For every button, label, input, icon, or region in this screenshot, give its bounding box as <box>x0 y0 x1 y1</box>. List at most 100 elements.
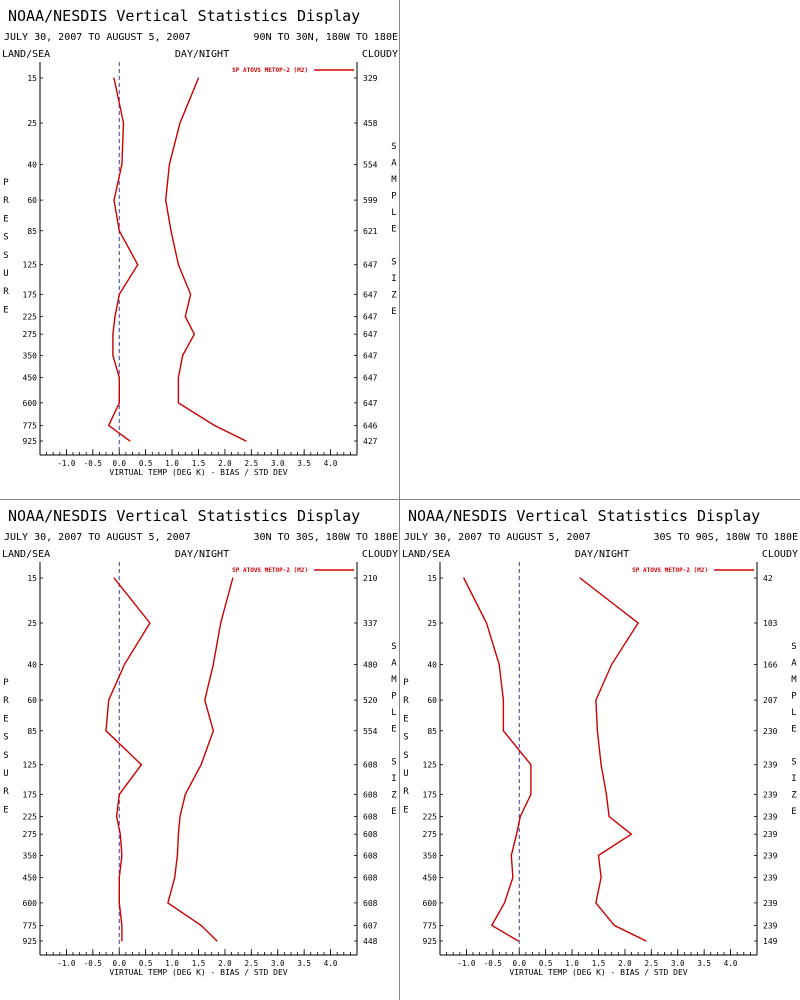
sample-size-label: 458 <box>363 119 378 128</box>
x-tick-label: 0.5 <box>139 459 153 468</box>
x-tick-label: 0.0 <box>112 959 126 968</box>
data-point-std-dev <box>232 577 234 579</box>
data-point-std-dev <box>212 663 214 665</box>
sample-size-label: 647 <box>363 399 378 408</box>
series-line-bias <box>463 577 532 942</box>
pressure-label: 450 <box>423 874 438 883</box>
date-range: JULY 30, 2007 TO AUGUST 5, 2007 <box>4 32 191 43</box>
pressure-axis-letter: S <box>3 751 8 761</box>
pressure-axis-letter: U <box>3 269 8 279</box>
x-tick-label: 2.0 <box>218 459 232 468</box>
data-point-std-dev <box>184 793 186 795</box>
sample-size-axis-letter: M <box>391 175 397 185</box>
sample-size-label: 166 <box>763 660 778 669</box>
data-point-std-dev <box>184 315 186 318</box>
data-point-std-dev <box>193 333 195 335</box>
sample-size-axis-letter: E <box>391 225 396 235</box>
data-point-bias <box>123 663 126 665</box>
pressure-label: 925 <box>23 937 38 946</box>
sample-size-label: 621 <box>363 227 378 236</box>
sample-size-label: 239 <box>763 761 778 770</box>
sample-size-axis-letter: E <box>391 307 396 317</box>
vertical-divider <box>399 0 400 1000</box>
sample-size-label: 554 <box>363 727 378 736</box>
data-point-std-dev <box>579 577 581 579</box>
pressure-label: 275 <box>23 330 38 339</box>
pressure-label: 15 <box>27 74 37 83</box>
sample-size-axis-letter: S <box>391 642 396 652</box>
sample-size-label: 608 <box>363 830 378 839</box>
sample-size-label: 149 <box>763 937 778 946</box>
pressure-label: 40 <box>27 660 37 669</box>
x-tick-label: -0.5 <box>484 959 502 968</box>
sample-size-axis-letter: A <box>391 659 397 669</box>
data-point-bias <box>113 77 115 79</box>
sample-size-label: 647 <box>363 261 378 270</box>
data-point-bias <box>502 699 504 701</box>
data-point-std-dev <box>165 199 167 201</box>
sample-size-label: 607 <box>363 921 378 930</box>
x-tick-label: 1.5 <box>592 959 606 968</box>
sample-size-label: 608 <box>363 874 378 883</box>
pressure-axis-letter: E <box>403 805 408 815</box>
sample-size-label: 210 <box>363 574 378 583</box>
sample-size-label: 608 <box>363 899 378 908</box>
legend-label: SP ATOVS METOP-2 (M2) <box>232 567 308 574</box>
data-point-bias <box>121 854 123 857</box>
chart-title: NOAA/NESDIS Vertical Statistics Display <box>408 507 760 525</box>
x-tick-label: 3.0 <box>271 959 285 968</box>
data-point-std-dev <box>197 77 200 79</box>
date-range: JULY 30, 2007 TO AUGUST 5, 2007 <box>404 532 591 543</box>
chart-panel-tropics: NOAA/NESDIS Vertical Statistics Display J… <box>0 500 400 1000</box>
data-point-bias <box>502 730 504 732</box>
sample-size-label: 608 <box>363 812 378 821</box>
chart-title: NOAA/NESDIS Vertical Statistics Display <box>8 507 360 525</box>
x-tick-label: -1.0 <box>457 959 476 968</box>
sample-size-axis-letter: S <box>791 642 796 652</box>
data-point-bias <box>105 730 107 732</box>
data-point-std-dev <box>174 876 176 879</box>
x-tick-label: 0.0 <box>512 959 526 968</box>
pressure-axis-letter: S <box>3 733 8 743</box>
pressure-label: 225 <box>23 312 38 321</box>
region-label: 90N TO 30N, 180W TO 180E <box>254 32 399 43</box>
x-tick-label: -0.5 <box>84 959 102 968</box>
data-point-std-dev <box>611 663 613 665</box>
sample-size-axis-letter: I <box>391 774 396 784</box>
data-point-std-dev <box>608 815 610 818</box>
data-point-bias <box>114 315 116 318</box>
chart-svg: NOAA/NESDIS Vertical Statistics Display J… <box>2 507 399 977</box>
data-point-bias <box>108 699 110 701</box>
data-point-std-dev <box>600 764 602 766</box>
data-point-std-dev <box>212 730 214 732</box>
sample-size-label: 646 <box>363 421 378 430</box>
cloudy-label: CLOUDY <box>362 49 398 60</box>
data-point-bias <box>118 793 120 795</box>
x-tick-label: -0.5 <box>84 459 102 468</box>
data-point-std-dev <box>177 264 180 266</box>
data-point-std-dev <box>600 876 602 879</box>
series-line-std-dev <box>579 577 647 942</box>
sample-size-axis-letter: S <box>391 142 396 152</box>
pressure-label: 775 <box>23 421 38 430</box>
data-point-std-dev <box>613 924 615 927</box>
pressure-label: 40 <box>27 160 37 169</box>
data-point-std-dev <box>168 163 171 165</box>
sample-size-label: 230 <box>763 727 778 736</box>
series-line-std-dev <box>164 77 247 442</box>
sample-size-axis-letter: P <box>391 192 397 202</box>
pressure-axis-letter: E <box>3 305 8 315</box>
data-point-std-dev <box>200 924 202 927</box>
region-label: 30N TO 30S, 180W TO 180E <box>254 532 399 543</box>
data-point-std-dev <box>637 622 639 624</box>
x-tick-label: 3.5 <box>297 959 311 968</box>
data-point-std-dev <box>177 376 180 379</box>
data-point-bias <box>129 440 131 442</box>
data-point-bias <box>121 940 123 942</box>
pressure-axis-letter: P <box>403 678 409 688</box>
pressure-label: 25 <box>427 619 437 628</box>
sample-size-axis-letter: L <box>791 708 796 718</box>
pressure-axis-letter: E <box>403 714 408 724</box>
data-point-bias <box>512 876 514 879</box>
pressure-label: 225 <box>23 812 38 821</box>
